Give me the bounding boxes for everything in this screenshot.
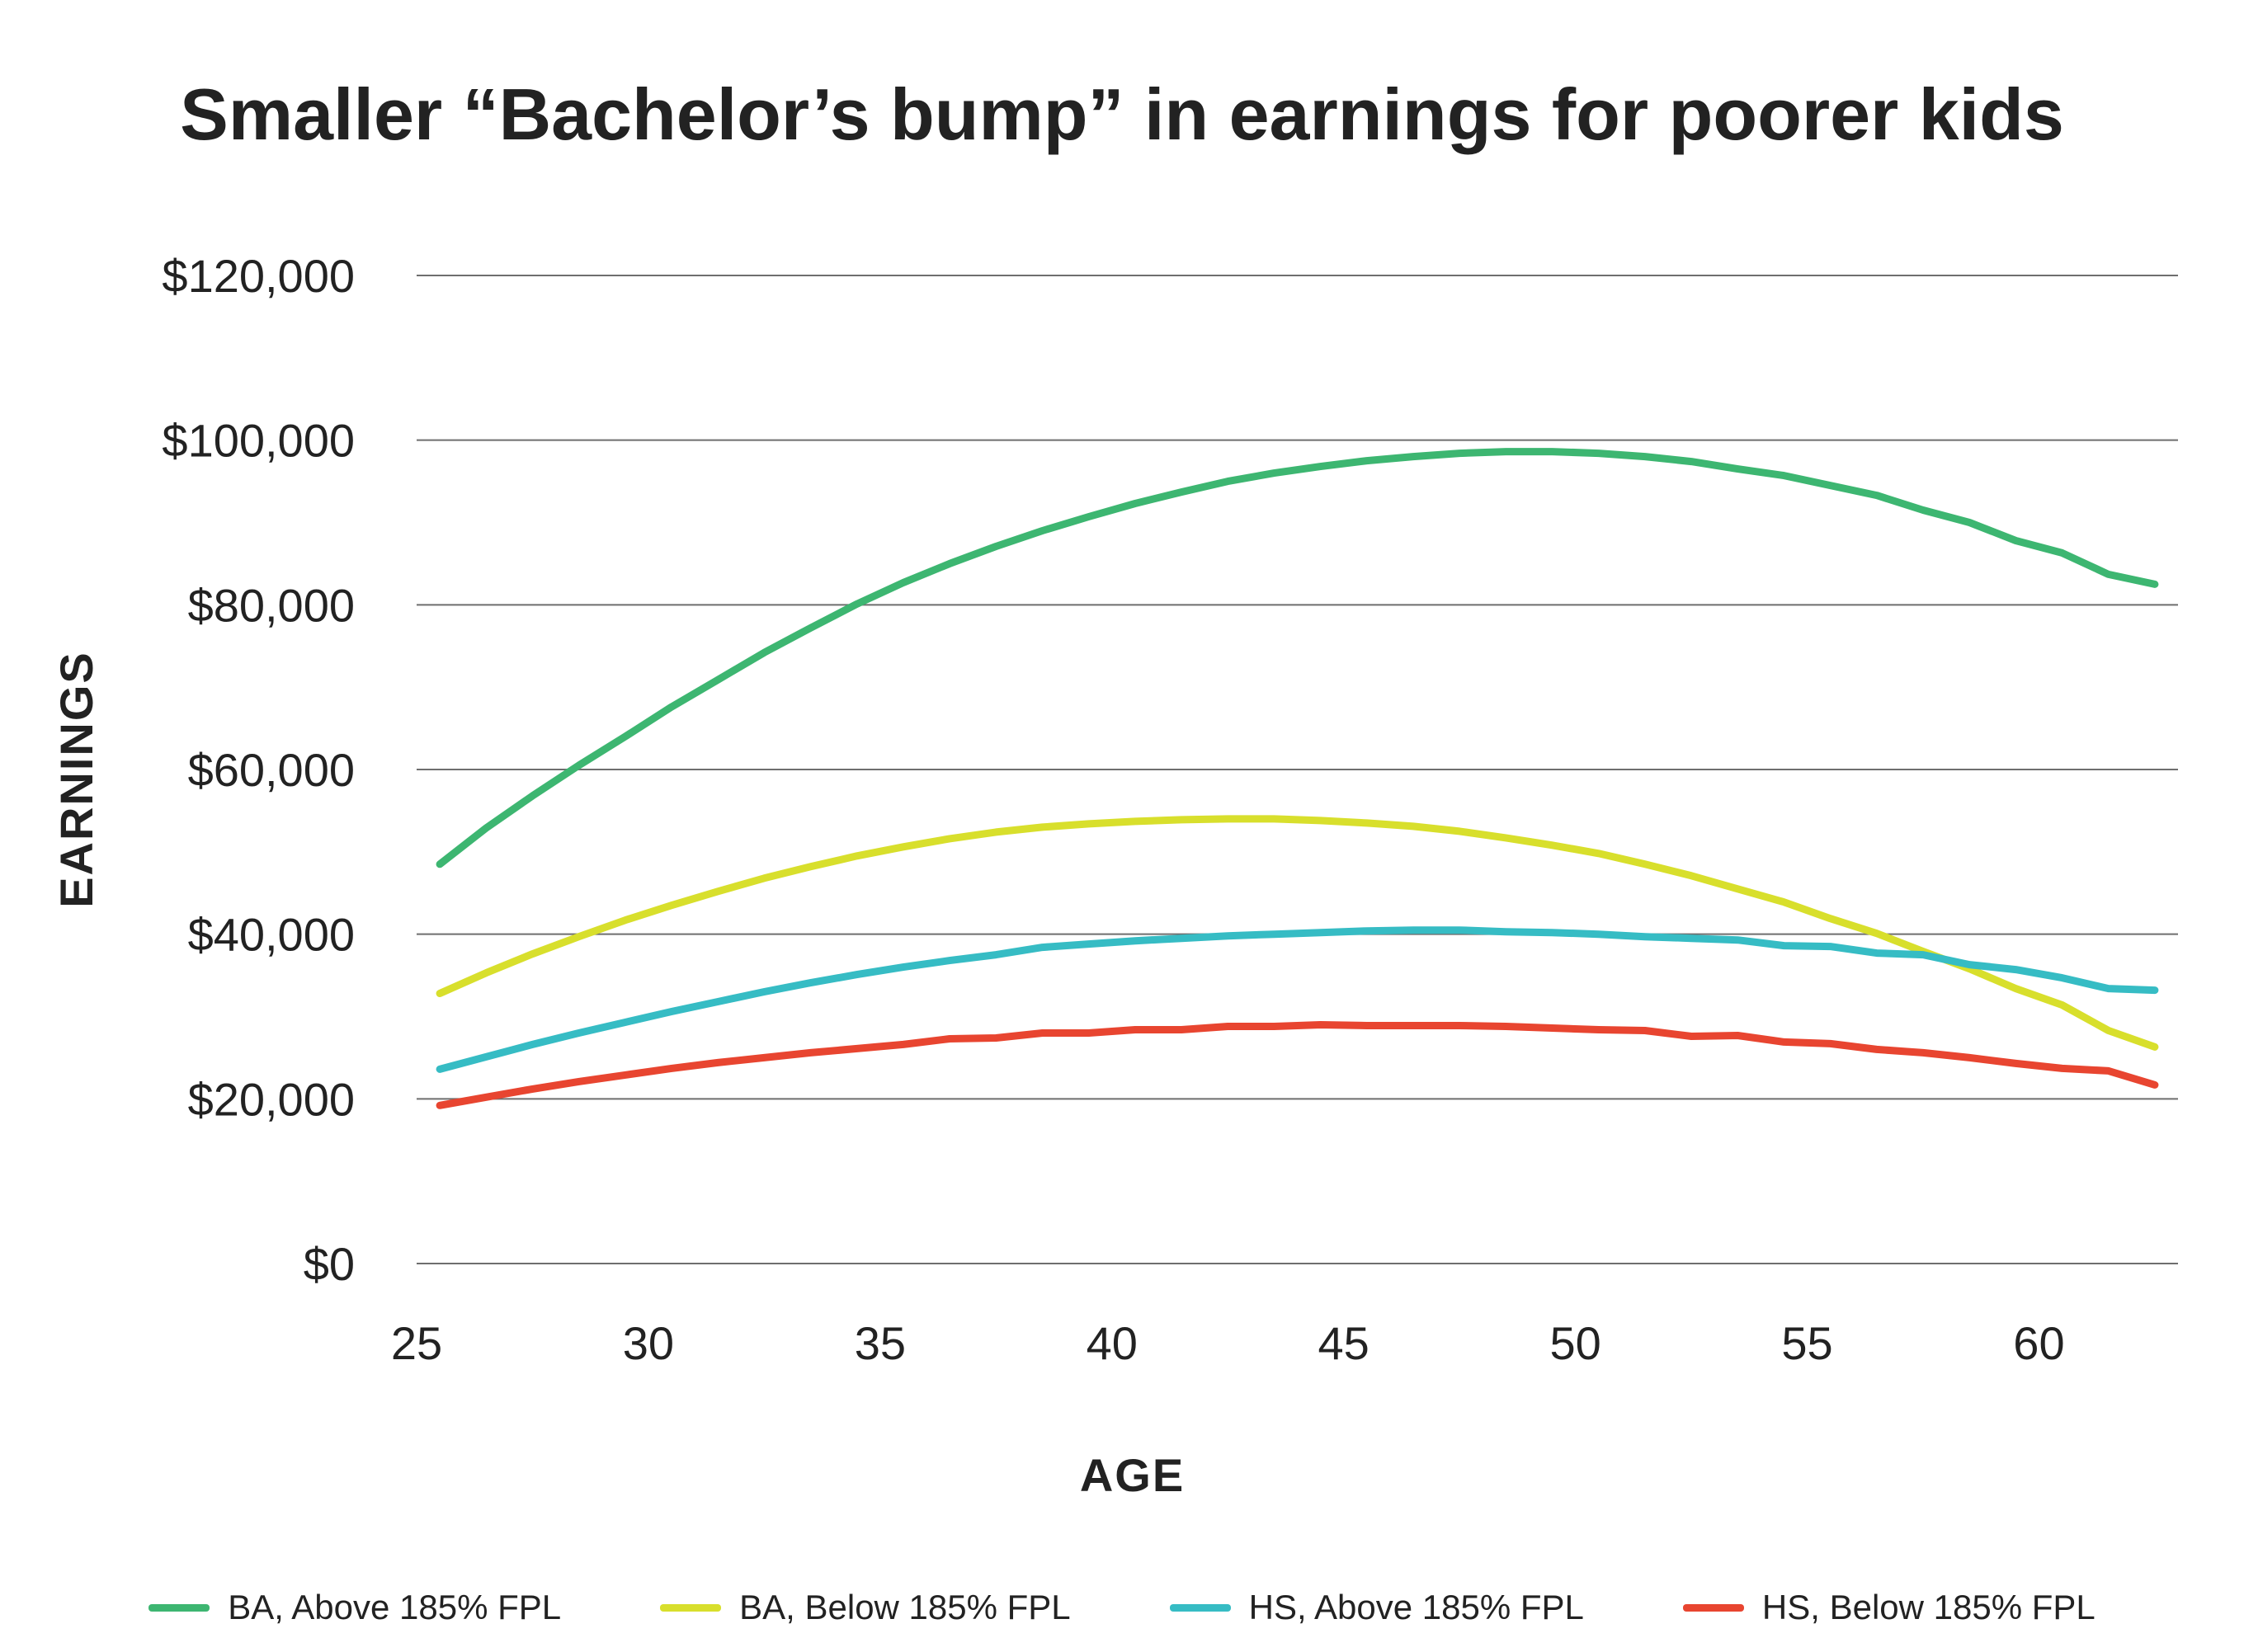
chart-title: Smaller “Bachelor’s bump” in earnings fo… [180,73,2064,155]
legend-swatch [148,1603,210,1612]
x-tick-label: 55 [1781,1317,1832,1369]
y-tick-label: $100,000 [162,415,355,467]
gridlines [417,275,2178,1264]
y-axis-ticks: $0 $20,000 $40,000 $60,000 $80,000 $100,000 $1… [162,250,355,1290]
legend-item: BA, Below 185% FPL [660,1588,1071,1627]
y-tick-label: $0 [304,1238,355,1290]
legend-swatch [660,1603,722,1612]
legend-swatch [1169,1603,1231,1612]
legend-swatch [1682,1603,1744,1612]
x-axis-ticks: 25 30 35 40 45 50 55 60 [391,1317,2065,1369]
y-tick-label: $20,000 [188,1073,355,1125]
x-tick-label: 45 [1318,1317,1370,1369]
legend: BA, Above 185% FPL BA, Below 185% FPL HS, … [0,1588,2244,1627]
legend-item: HS, Above 185% FPL [1169,1588,1584,1627]
series-line [436,1021,2159,1109]
legend-label: HS, Below 185% FPL [1761,1588,2096,1626]
x-tick-label: 40 [1087,1317,1138,1369]
y-tick-label: $80,000 [188,579,355,631]
legend-label: HS, Above 185% FPL [1248,1588,1584,1626]
series-line [436,448,2159,868]
x-tick-label: 60 [2013,1317,2064,1369]
y-tick-label: $60,000 [188,744,355,796]
x-tick-label: 25 [391,1317,442,1369]
legend-label: BA, Below 185% FPL [739,1588,1071,1626]
legend-label: BA, Above 185% FPL [228,1588,562,1626]
legend-item: HS, Below 185% FPL [1682,1588,2096,1627]
x-tick-label: 50 [1549,1317,1600,1369]
series-line [436,926,2159,1073]
legend-item: BA, Above 185% FPL [148,1588,561,1627]
x-axis-title: AGE [1080,1449,1185,1501]
series-lines [436,448,2159,1109]
x-tick-label: 30 [623,1317,674,1369]
y-axis-title: EARNINGS [50,651,102,908]
y-tick-label: $40,000 [188,909,355,961]
x-tick-label: 35 [855,1317,906,1369]
y-tick-label: $120,000 [162,250,355,302]
series-line [436,815,2159,1051]
